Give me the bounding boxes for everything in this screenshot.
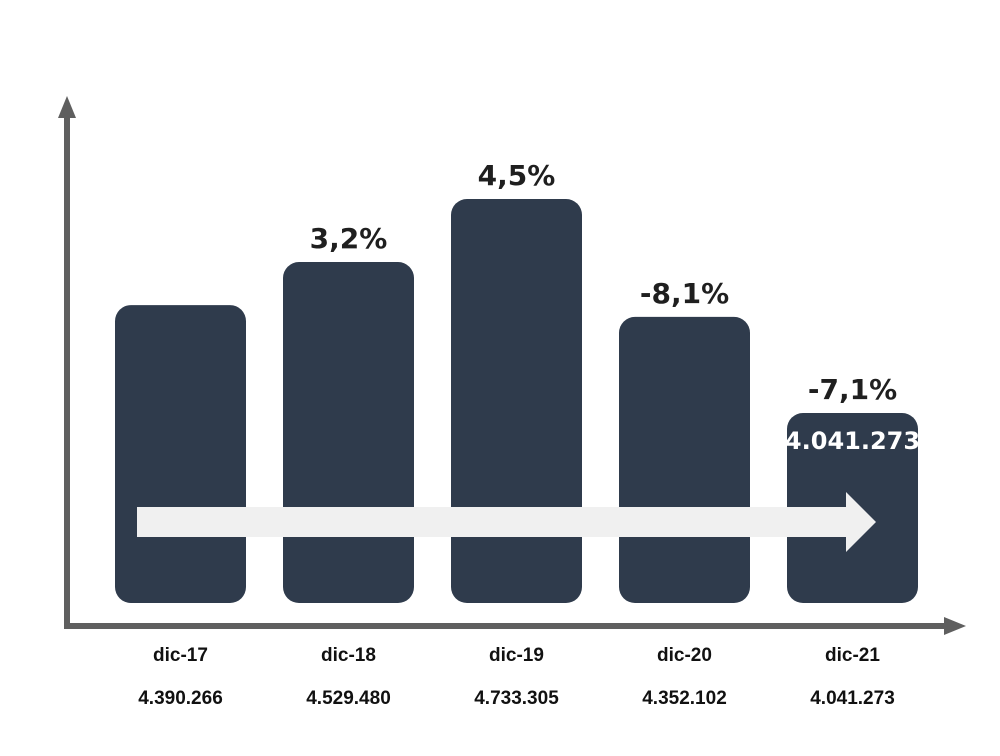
x-tick-label: dic-19 <box>489 645 544 666</box>
x-tick-label: dic-18 <box>321 645 376 666</box>
bar-dic-17 <box>115 305 246 603</box>
x-axis-arrowhead <box>944 617 966 635</box>
highlight-value-label: 4.041.273 <box>785 427 920 455</box>
bar-dic-19 <box>451 199 582 603</box>
value-label: 4.733.305 <box>474 688 559 709</box>
bar-dic-18 <box>283 262 414 603</box>
labels-layer: dic-17 4.390.266 3,2% dic-18 4.529.480 4,5% di… <box>138 159 920 709</box>
bar-dic-20 <box>619 316 750 603</box>
y-axis-arrowhead <box>58 96 76 118</box>
x-tick-label: dic-17 <box>153 645 208 666</box>
value-label: 4.352.102 <box>642 688 727 709</box>
change-label: -7,1% <box>808 373 897 406</box>
x-tick-label: dic-21 <box>825 645 880 666</box>
value-label: 4.390.266 <box>138 688 223 709</box>
change-label: -8,1% <box>640 277 729 310</box>
value-label: 4.041.273 <box>810 688 895 709</box>
change-label: 4,5% <box>478 159 556 192</box>
axes-layer <box>58 96 966 635</box>
trend-arrow <box>137 492 876 552</box>
value-label: 4.529.480 <box>306 688 391 709</box>
x-tick-label: dic-20 <box>657 645 712 666</box>
change-label: 3,2% <box>310 222 388 255</box>
bars-layer <box>115 199 918 603</box>
